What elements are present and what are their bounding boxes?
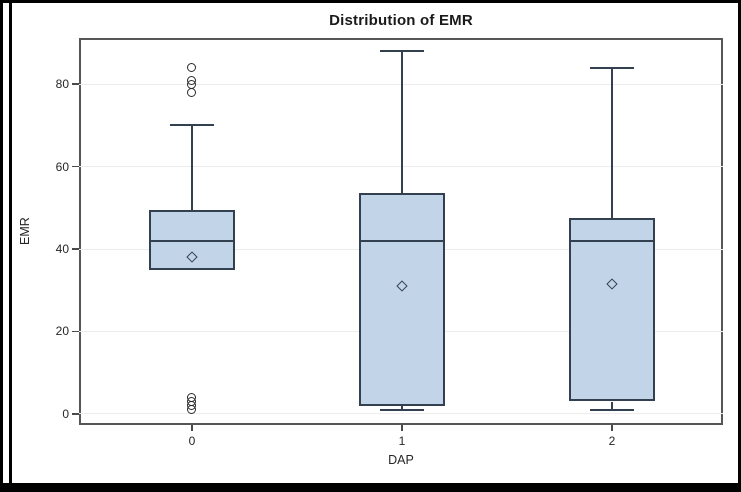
whisker-cap (589, 66, 634, 69)
y-axis-tick (72, 165, 79, 168)
x-axis-tick-label: 2 (608, 434, 616, 448)
x-axis-tick (191, 425, 193, 431)
whisker-cap (380, 50, 425, 53)
image-border-left-outer (0, 0, 3, 492)
image-border-top (0, 0, 741, 3)
image-border-right (738, 0, 741, 492)
y-axis-tick-label: 60 (55, 159, 69, 174)
gridline (79, 83, 723, 85)
whisker-cap (380, 408, 425, 411)
lower-whisker (610, 401, 613, 410)
image-border-left-inner (9, 0, 12, 492)
median-line (359, 239, 446, 242)
box-q1-q3 (148, 209, 235, 270)
whisker-cap (169, 124, 214, 127)
outlier-point (187, 87, 197, 97)
y-axis-tick (72, 83, 79, 85)
y-axis-tick-label: 40 (55, 242, 69, 257)
y-axis-label: EMR (18, 217, 32, 246)
x-axis-tick (401, 425, 403, 431)
y-axis-tick (72, 413, 79, 415)
x-axis-label: DAP (388, 453, 414, 467)
lower-whisker (401, 405, 404, 410)
y-axis-tick-label: 20 (55, 324, 69, 339)
image-border-bottom (0, 483, 741, 492)
outlier-point (187, 75, 197, 85)
x-axis-tick-label: 0 (188, 434, 196, 448)
upper-whisker (610, 67, 613, 219)
upper-whisker (401, 51, 404, 194)
median-line (148, 239, 235, 242)
plot-area: 0 20 40 60 80 0 1 2 (56, 38, 723, 448)
x-axis-tick (611, 425, 613, 431)
gridline (79, 166, 723, 168)
outlier-point (187, 392, 197, 402)
y-axis-tick (72, 330, 79, 333)
whisker-cap (589, 408, 634, 411)
box-q1-q3 (568, 218, 655, 402)
y-axis-tick-label: 80 (55, 77, 69, 92)
y-axis-tick-label: 0 (62, 406, 69, 421)
gridline (79, 413, 723, 415)
median-line (568, 239, 655, 242)
x-axis-tick-label: 1 (398, 434, 406, 448)
y-axis-tick (72, 248, 79, 250)
box-q1-q3 (359, 193, 446, 406)
outlier-point (187, 63, 197, 73)
chart-title: Distribution of EMR (329, 12, 473, 29)
upper-whisker (190, 125, 193, 210)
